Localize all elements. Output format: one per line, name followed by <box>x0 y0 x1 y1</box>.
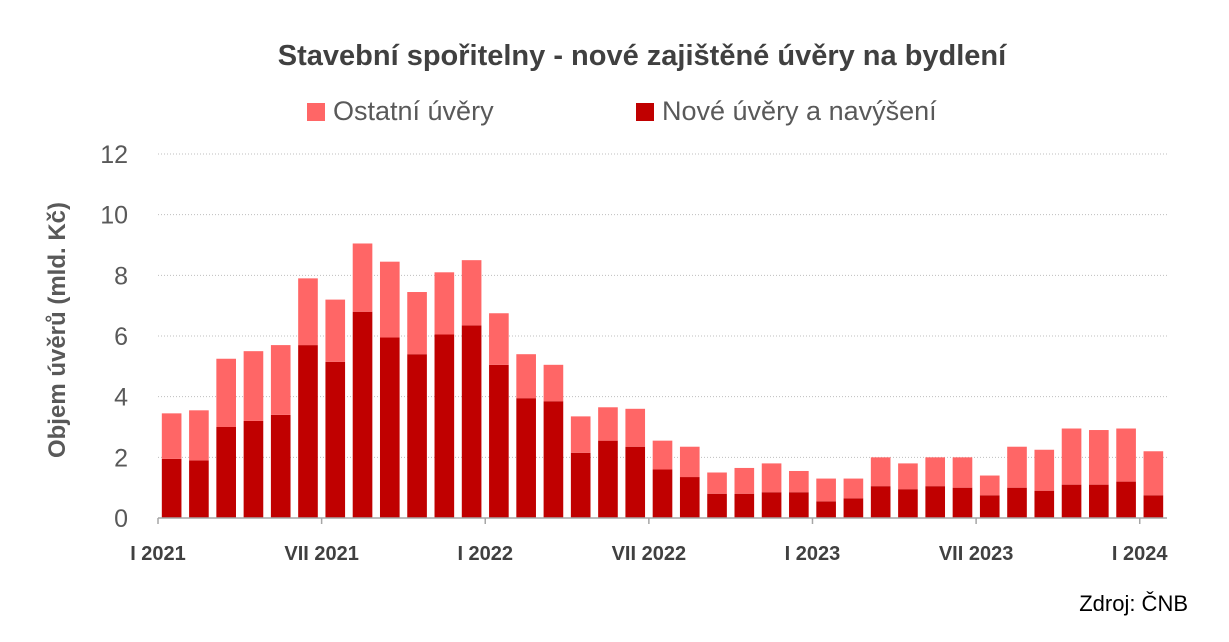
bar-nove-uvery <box>870 486 891 518</box>
legend-swatch-ostatni <box>307 102 325 121</box>
bar-nove-uvery <box>516 398 536 518</box>
bar-nove-uvery <box>1007 487 1027 518</box>
bar-ostatni-uvery <box>161 413 182 459</box>
x-tick-label: I 2024 <box>1112 543 1168 565</box>
bar-nove-uvery <box>952 487 973 518</box>
bar-ostatni-uvery <box>652 440 673 470</box>
bar-ostatni-uvery <box>379 261 400 338</box>
x-tick-label: VII 2021 <box>284 543 359 565</box>
bar-ostatni-uvery <box>843 478 864 499</box>
x-tick-label: VII 2023 <box>939 543 1014 565</box>
bar-nove-uvery <box>161 458 182 518</box>
x-tick-label: I 2022 <box>457 543 513 565</box>
bar-ostatni-uvery <box>598 407 618 441</box>
bar-nove-uvery <box>925 486 946 518</box>
bar-ostatni-uvery <box>679 446 700 478</box>
bar-nove-uvery <box>979 495 1000 518</box>
bar-nove-uvery <box>652 469 673 518</box>
y-tick-label: 10 <box>100 202 128 230</box>
bar-nove-uvery <box>243 420 264 518</box>
bar-ostatni-uvery <box>925 457 946 487</box>
bar-ostatni-uvery <box>1089 430 1109 485</box>
x-tick-label: I 2021 <box>130 543 186 565</box>
bar-nove-uvery <box>1034 490 1055 518</box>
legend-swatch-nove <box>636 102 654 121</box>
y-tick-label: 0 <box>114 505 128 533</box>
legend-item-nove: Nové úvěry a navýšení <box>636 96 937 127</box>
bar-ostatni-uvery <box>216 358 236 427</box>
bar-nove-uvery <box>352 311 373 518</box>
bar-nove-uvery <box>761 492 782 518</box>
bar-ostatni-uvery <box>325 299 346 362</box>
bar-ostatni-uvery <box>243 351 264 421</box>
bar-nove-uvery <box>461 325 482 518</box>
legend-label-ostatni: Ostatní úvěry <box>333 96 494 126</box>
bar-ostatni-uvery <box>816 478 836 502</box>
bar-nove-uvery <box>1061 484 1082 518</box>
bar-ostatni-uvery <box>898 463 918 490</box>
bar-nove-uvery <box>679 477 700 518</box>
bar-nove-uvery <box>625 446 646 518</box>
bar-ostatni-uvery <box>489 313 509 365</box>
bar-ostatni-uvery <box>407 292 427 355</box>
bar-ostatni-uvery <box>1007 446 1027 488</box>
bar-ostatni-uvery <box>1061 428 1082 485</box>
bar-ostatni-uvery <box>298 278 318 346</box>
bar-nove-uvery <box>543 401 564 518</box>
y-tick-label: 12 <box>100 141 128 169</box>
bar-ostatni-uvery <box>979 475 1000 496</box>
bar-nove-uvery <box>298 345 318 518</box>
bar-ostatni-uvery <box>1116 428 1136 482</box>
y-tick-label: 2 <box>114 444 128 472</box>
bar-nove-uvery <box>789 492 809 518</box>
bar-nove-uvery <box>598 440 618 518</box>
y-tick-label: 6 <box>114 323 128 351</box>
bar-ostatni-uvery <box>952 457 973 488</box>
bar-ostatni-uvery <box>761 463 782 493</box>
bar-ostatni-uvery <box>707 472 727 494</box>
bar-ostatni-uvery <box>789 470 809 493</box>
bar-nove-uvery <box>489 364 509 518</box>
bar-ostatni-uvery <box>734 467 755 494</box>
bar-nove-uvery <box>816 501 836 518</box>
chart-title: Stavební spořitelny - nové zajištěné úvě… <box>277 40 1007 72</box>
legend-label-nove: Nové úvěry a navýšení <box>662 96 937 126</box>
y-tick-label: 4 <box>114 384 128 412</box>
bar-ostatni-uvery <box>434 272 455 335</box>
bar-nove-uvery <box>1089 484 1109 518</box>
bar-nove-uvery <box>898 489 918 518</box>
bar-nove-uvery <box>407 354 427 518</box>
bar-nove-uvery <box>1143 495 1164 518</box>
bar-nove-uvery <box>570 452 591 518</box>
bar-ostatni-uvery <box>189 410 209 461</box>
bar-ostatni-uvery <box>570 416 591 453</box>
x-tick-label: VII 2022 <box>612 543 687 565</box>
bar-ostatni-uvery <box>1143 451 1164 496</box>
bar-nove-uvery <box>379 337 400 518</box>
bar-nove-uvery <box>1116 481 1136 518</box>
bar-nove-uvery <box>325 361 346 518</box>
bar-nove-uvery <box>270 414 291 518</box>
bar-ostatni-uvery <box>543 364 564 402</box>
bar-nove-uvery <box>734 493 755 518</box>
bar-nove-uvery <box>189 460 209 518</box>
bar-ostatni-uvery <box>870 457 891 487</box>
source-note: Zdroj: ČNB <box>1079 591 1188 616</box>
bar-ostatni-uvery <box>625 408 646 447</box>
bar-ostatni-uvery <box>516 354 536 399</box>
legend-item-ostatni: Ostatní úvěry <box>307 96 494 127</box>
x-tick-label: I 2023 <box>785 543 841 565</box>
bar-ostatni-uvery <box>270 345 291 415</box>
bar-nove-uvery <box>216 427 236 518</box>
bar-ostatni-uvery <box>352 243 373 312</box>
bar-nove-uvery <box>707 493 727 518</box>
bar-nove-uvery <box>434 334 455 518</box>
bar-nove-uvery <box>843 498 864 518</box>
y-tick-label: 8 <box>114 262 128 290</box>
bar-ostatni-uvery <box>461 260 482 326</box>
bar-ostatni-uvery <box>1034 449 1055 491</box>
